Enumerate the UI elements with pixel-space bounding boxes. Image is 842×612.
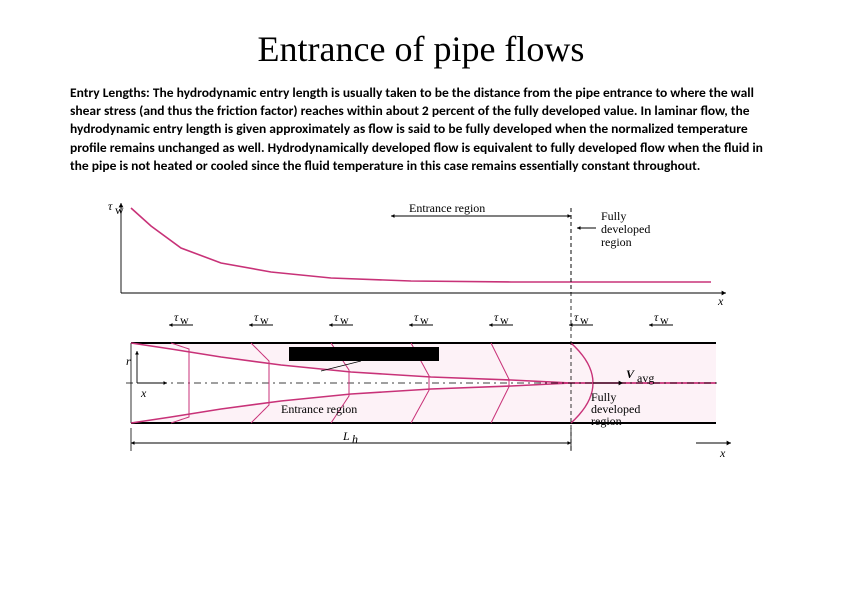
svg-text:τ: τ (254, 310, 259, 324)
svg-text:τ: τ (174, 310, 179, 324)
svg-text:τ: τ (574, 310, 579, 324)
svg-text:r: r (126, 354, 131, 368)
svg-text:region: region (601, 235, 632, 249)
svg-text:x: x (717, 294, 724, 308)
svg-text:w: w (340, 313, 349, 327)
svg-text:x: x (719, 446, 726, 460)
slide-title: Entrance of pipe flows (70, 28, 772, 70)
svg-text:τ: τ (414, 310, 419, 324)
svg-text:w: w (660, 313, 669, 327)
svg-text:Fully: Fully (601, 209, 626, 223)
svg-text:Entrance region: Entrance region (281, 402, 357, 416)
svg-text:w: w (420, 313, 429, 327)
body-paragraph: Entry Lengths: The hydrodynamic entry le… (70, 84, 772, 175)
svg-text:τ: τ (494, 310, 499, 324)
svg-text:region: region (591, 414, 622, 428)
svg-text:Velocity boundary layer: Velocity boundary layer (294, 346, 409, 360)
svg-text:w: w (115, 203, 124, 217)
svg-text:τ: τ (108, 199, 113, 213)
svg-text:Entrance region: Entrance region (409, 201, 485, 215)
svg-text:τ: τ (334, 310, 339, 324)
svg-text:w: w (260, 313, 269, 327)
svg-text:developed: developed (601, 222, 650, 236)
svg-text:τ: τ (654, 310, 659, 324)
svg-text:w: w (180, 313, 189, 327)
svg-text:L: L (342, 429, 350, 443)
svg-text:x: x (140, 386, 147, 400)
svg-text:w: w (500, 313, 509, 327)
svg-text:h: h (352, 432, 358, 446)
svg-text:w: w (580, 313, 589, 327)
svg-text:avg: avg (637, 371, 654, 385)
svg-text:V: V (626, 367, 635, 381)
figure: τwxEntrance regionFullydevelopedregionτw… (101, 193, 741, 493)
